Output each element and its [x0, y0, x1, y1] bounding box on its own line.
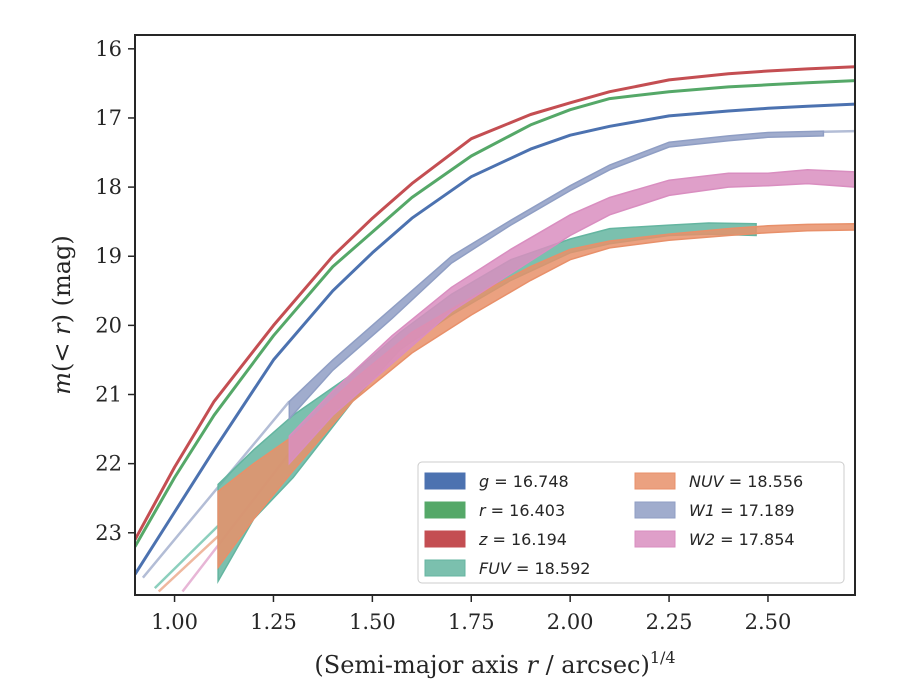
- extrapolation-w1-0: [141, 400, 291, 579]
- plot-frame: [134, 34, 856, 596]
- y-tick-label-3: 19: [95, 244, 122, 268]
- y-tick-label-5: 21: [95, 383, 122, 407]
- y-tick-label-4: 20: [95, 313, 122, 337]
- legend-label-g: g = 16.748: [479, 472, 569, 491]
- x-tick-label-4: 2.00: [547, 610, 594, 634]
- series-w2-band: [288, 169, 855, 466]
- series-g-line: [135, 102, 855, 576]
- x-tick-label-5: 2.25: [646, 610, 693, 634]
- extrapolation-w1-1: [823, 129, 855, 134]
- x-tick-label-6: 2.50: [745, 610, 792, 634]
- legend-swatch-nuv: [634, 472, 676, 490]
- x-axis-title: (Semi-major axis r / arcsec)1/4: [314, 648, 675, 679]
- band-layer: [217, 130, 855, 585]
- legend-swatch-r: [424, 501, 466, 519]
- legend-swatch-fuv: [424, 559, 466, 577]
- y-tick-label-1: 17: [95, 106, 122, 130]
- line-layer: [135, 65, 855, 576]
- legend-label-z: z = 16.194: [478, 530, 567, 549]
- x-tick-label-2: 1.50: [349, 610, 396, 634]
- legend-label-w1: W1 = 17.189: [689, 501, 795, 520]
- y-tick-label-7: 23: [95, 521, 122, 545]
- x-tick-label-0: 1.00: [151, 610, 198, 634]
- x-tick-label-3: 1.75: [448, 610, 495, 634]
- series-w1-band: [288, 130, 825, 421]
- legend-swatch-z: [424, 530, 466, 548]
- legend-box: [417, 461, 845, 584]
- legend-swatch-w2: [634, 530, 676, 548]
- legend-swatch-w1: [634, 501, 676, 519]
- y-tick-label-0: 16: [95, 37, 122, 61]
- legend-swatch-g: [424, 472, 466, 490]
- series-r-line: [135, 79, 855, 548]
- legend: g = 16.748 r = 16.403 z = 16.194 FUV = 18.5…: [417, 461, 845, 584]
- y-axis-title: m(< r) (mag): [48, 235, 76, 395]
- legend-label-fuv: FUV = 18.592: [479, 559, 590, 578]
- x-tick-label-1: 1.25: [250, 610, 297, 634]
- series-z-line: [135, 65, 855, 541]
- legend-label-w2: W2 = 17.854: [689, 530, 795, 549]
- tick-layer: 1.00 1.25 1.50 1.75 2.00 2.25 2.50 16 17 18 19 20 21…: [95, 37, 791, 634]
- extrapolation-fuv-2: [153, 525, 219, 589]
- legend-label-nuv: NUV = 18.556: [689, 472, 803, 491]
- y-tick-label-2: 18: [95, 175, 122, 199]
- extrapolation-nuv-3: [157, 535, 219, 593]
- y-tick-label-6: 22: [95, 452, 122, 476]
- legend-label-r: r = 16.403: [479, 501, 565, 520]
